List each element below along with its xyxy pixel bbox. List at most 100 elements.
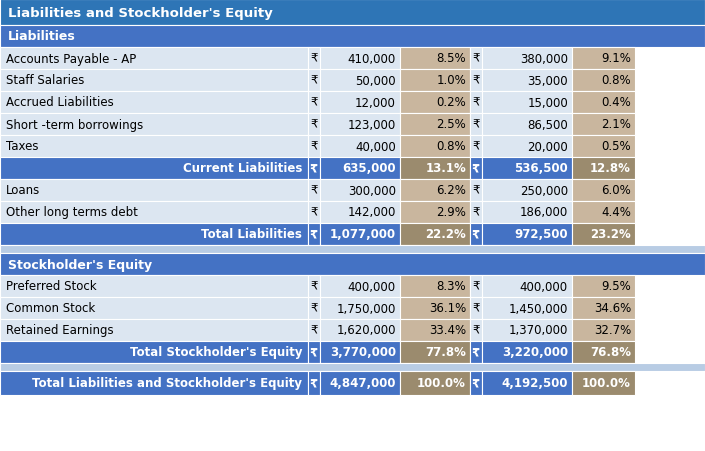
Bar — [482, 179, 572, 202]
Text: 3,220,000: 3,220,000 — [502, 346, 568, 359]
Bar — [308, 319, 320, 341]
Text: Accrued Liabilities: Accrued Liabilities — [6, 96, 114, 109]
Bar — [572, 179, 635, 202]
Bar — [572, 319, 635, 341]
Text: ₹: ₹ — [310, 118, 318, 131]
Bar — [572, 341, 635, 363]
Text: ₹: ₹ — [472, 228, 480, 241]
Text: 12,000: 12,000 — [355, 96, 396, 109]
Bar — [0, 224, 308, 245]
Bar — [320, 224, 400, 245]
Bar — [320, 136, 400, 158]
Text: 142,000: 142,000 — [348, 206, 396, 219]
Bar — [482, 224, 572, 245]
Bar — [572, 114, 635, 136]
Text: ₹: ₹ — [472, 346, 480, 359]
Bar — [482, 341, 572, 363]
Bar — [320, 341, 400, 363]
Text: ₹: ₹ — [472, 74, 479, 87]
Bar — [400, 179, 470, 202]
Bar — [470, 276, 482, 297]
Bar — [400, 371, 470, 395]
Text: 123,000: 123,000 — [348, 118, 396, 131]
Text: Total Stockholder's Equity: Total Stockholder's Equity — [130, 346, 302, 359]
Bar — [470, 297, 482, 319]
Text: Liabilities: Liabilities — [8, 30, 75, 43]
Text: 1,620,000: 1,620,000 — [336, 324, 396, 337]
Text: Stockholder's Equity: Stockholder's Equity — [8, 258, 152, 271]
Text: 300,000: 300,000 — [348, 184, 396, 197]
Text: 9.1%: 9.1% — [601, 52, 631, 65]
Bar — [482, 136, 572, 158]
Text: Preferred Stock: Preferred Stock — [6, 280, 97, 293]
Bar — [572, 371, 635, 395]
Text: 86,500: 86,500 — [527, 118, 568, 131]
Bar — [0, 92, 308, 114]
Bar — [572, 158, 635, 179]
Text: 250,000: 250,000 — [520, 184, 568, 197]
Text: Other long terms debt: Other long terms debt — [6, 206, 138, 219]
Bar — [0, 158, 308, 179]
Text: ₹: ₹ — [310, 184, 318, 197]
Bar — [308, 48, 320, 70]
Bar — [0, 136, 308, 158]
Text: 13.1%: 13.1% — [425, 162, 466, 175]
Text: 2.5%: 2.5% — [436, 118, 466, 131]
Text: ₹: ₹ — [472, 118, 479, 131]
Bar — [400, 276, 470, 297]
Bar — [320, 179, 400, 202]
Text: ₹: ₹ — [310, 74, 318, 87]
Bar — [320, 114, 400, 136]
Text: ₹: ₹ — [310, 302, 318, 315]
Text: Accounts Payable - AP: Accounts Payable - AP — [6, 52, 136, 65]
Text: Loans: Loans — [6, 184, 40, 197]
Bar — [0, 179, 308, 202]
Text: 400,000: 400,000 — [520, 280, 568, 293]
Text: Short -term borrowings: Short -term borrowings — [6, 118, 143, 131]
Text: 400,000: 400,000 — [348, 280, 396, 293]
Text: ₹: ₹ — [472, 377, 480, 390]
Text: ₹: ₹ — [472, 324, 479, 337]
Text: 50,000: 50,000 — [355, 74, 396, 87]
Text: 0.8%: 0.8% — [436, 140, 466, 153]
Bar — [308, 202, 320, 224]
Bar — [470, 224, 482, 245]
Text: Current Liabilities: Current Liabilities — [183, 162, 302, 175]
Bar — [0, 114, 308, 136]
Bar — [400, 114, 470, 136]
Bar — [320, 92, 400, 114]
Bar — [482, 202, 572, 224]
Bar — [470, 136, 482, 158]
Text: 0.4%: 0.4% — [601, 96, 631, 109]
Text: 380,000: 380,000 — [520, 52, 568, 65]
Bar — [0, 202, 308, 224]
Text: 40,000: 40,000 — [355, 140, 396, 153]
Text: 12.8%: 12.8% — [590, 162, 631, 175]
Bar — [482, 276, 572, 297]
Bar — [482, 371, 572, 395]
Text: 1,370,000: 1,370,000 — [508, 324, 568, 337]
Text: 33.4%: 33.4% — [429, 324, 466, 337]
Bar — [482, 158, 572, 179]
Text: 32.7%: 32.7% — [594, 324, 631, 337]
Text: ₹: ₹ — [310, 140, 318, 153]
Bar — [0, 319, 308, 341]
Bar — [308, 371, 320, 395]
Bar — [572, 70, 635, 92]
Text: ₹: ₹ — [310, 162, 318, 175]
Text: ₹: ₹ — [310, 96, 318, 109]
Bar — [572, 224, 635, 245]
Text: ₹: ₹ — [472, 184, 479, 197]
Bar — [482, 92, 572, 114]
Text: 186,000: 186,000 — [520, 206, 568, 219]
Text: ₹: ₹ — [310, 377, 318, 390]
Text: 6.0%: 6.0% — [601, 184, 631, 197]
Bar — [470, 202, 482, 224]
Text: 0.5%: 0.5% — [601, 140, 631, 153]
Bar — [0, 245, 705, 253]
Text: 77.8%: 77.8% — [425, 346, 466, 359]
Bar — [572, 202, 635, 224]
Bar — [320, 297, 400, 319]
Bar — [320, 158, 400, 179]
Text: 410,000: 410,000 — [348, 52, 396, 65]
